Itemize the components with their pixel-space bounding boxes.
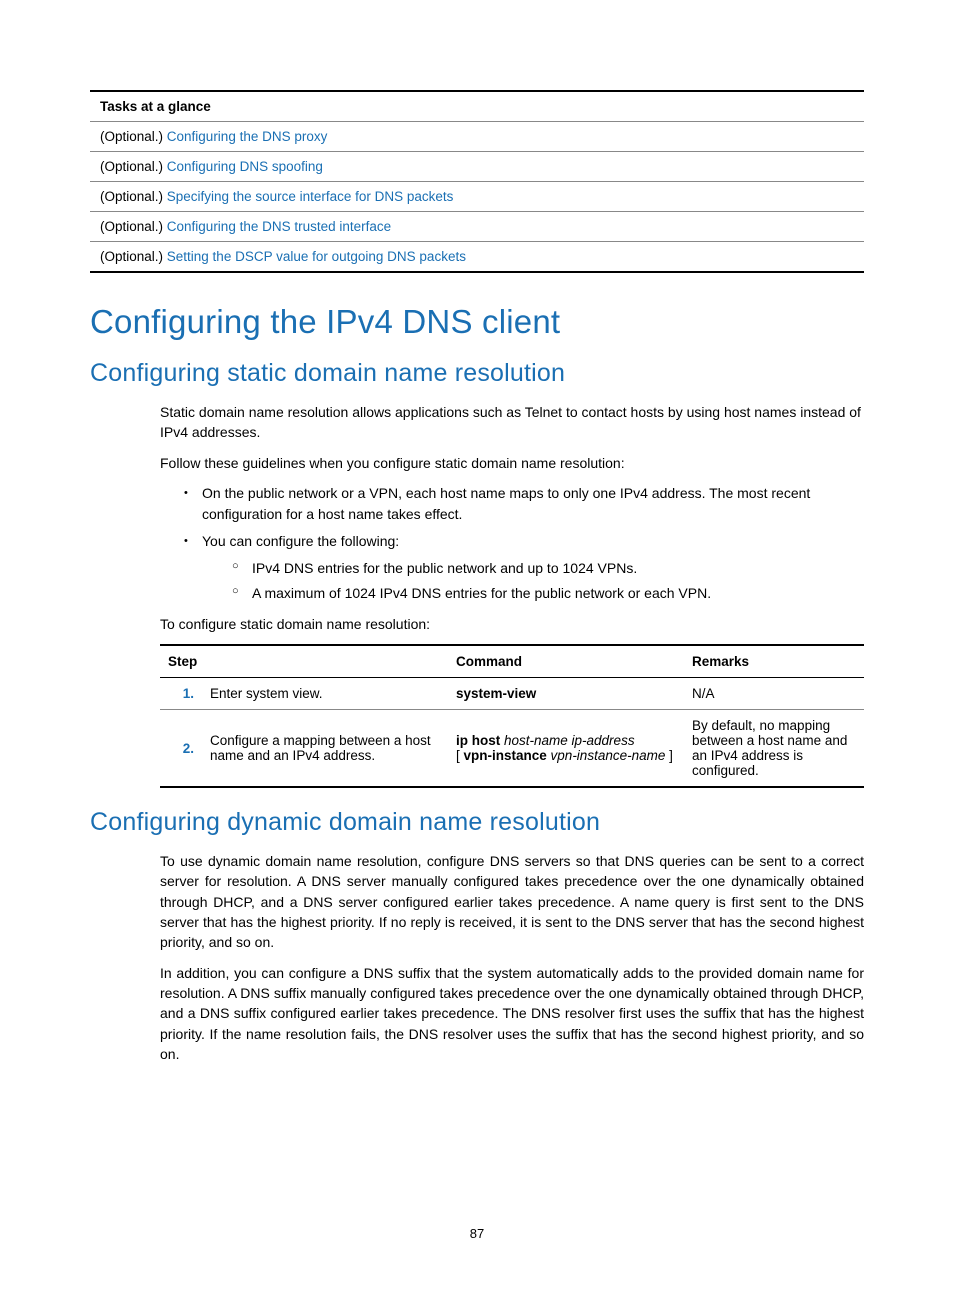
paragraph: To use dynamic domain name resolution, c… bbox=[160, 851, 864, 952]
command-arg: vpn-instance-name bbox=[551, 748, 666, 763]
optional-prefix: (Optional.) bbox=[100, 159, 167, 174]
static-body: Static domain name resolution allows app… bbox=[160, 402, 864, 788]
heading-h2-static: Configuring static domain name resolutio… bbox=[90, 359, 864, 388]
table-row: (Optional.) Setting the DSCP value for o… bbox=[90, 242, 864, 273]
bracket-close: ] bbox=[665, 748, 673, 763]
task-link[interactable]: Configuring the DNS trusted interface bbox=[167, 219, 391, 234]
column-header-step: Step bbox=[160, 645, 448, 678]
step-number: 2. bbox=[160, 710, 202, 788]
list-item: You can configure the following: IPv4 DN… bbox=[184, 531, 864, 604]
paragraph: To configure static domain name resoluti… bbox=[160, 614, 864, 634]
command-keyword: vpn-instance bbox=[464, 748, 551, 763]
paragraph: Static domain name resolution allows app… bbox=[160, 402, 864, 443]
table-row: (Optional.) Configuring the DNS trusted … bbox=[90, 212, 864, 242]
task-link[interactable]: Configuring the DNS proxy bbox=[167, 129, 328, 144]
paragraph: In addition, you can configure a DNS suf… bbox=[160, 963, 864, 1064]
remarks-cell: By default, no mapping between a host na… bbox=[684, 710, 864, 788]
step-text: Enter system view. bbox=[202, 678, 448, 710]
task-link[interactable]: Setting the DSCP value for outgoing DNS … bbox=[167, 249, 466, 264]
remarks-cell: N/A bbox=[684, 678, 864, 710]
bracket-open: [ bbox=[456, 748, 464, 763]
table-row: (Optional.) Configuring the DNS proxy bbox=[90, 122, 864, 152]
step-number: 1. bbox=[160, 678, 202, 710]
tasks-table: Tasks at a glance (Optional.) Configurin… bbox=[90, 90, 864, 273]
list-item: IPv4 DNS entries for the public network … bbox=[232, 558, 864, 579]
list-item-text: You can configure the following: bbox=[202, 533, 399, 549]
paragraph: Follow these guidelines when you configu… bbox=[160, 453, 864, 473]
sub-bullet-list: IPv4 DNS entries for the public network … bbox=[202, 558, 864, 604]
page-number: 87 bbox=[0, 1226, 954, 1241]
task-link[interactable]: Configuring DNS spoofing bbox=[167, 159, 323, 174]
command-keyword: ip host bbox=[456, 733, 504, 748]
bullet-list: On the public network or a VPN, each hos… bbox=[160, 483, 864, 604]
table-row: (Optional.) Configuring DNS spoofing bbox=[90, 152, 864, 182]
steps-table: Step Command Remarks 1. Enter system vie… bbox=[160, 644, 864, 788]
command-keyword: system-view bbox=[456, 686, 536, 701]
dynamic-body: To use dynamic domain name resolution, c… bbox=[160, 851, 864, 1064]
task-link[interactable]: Specifying the source interface for DNS … bbox=[167, 189, 454, 204]
page: Tasks at a glance (Optional.) Configurin… bbox=[0, 0, 954, 1296]
column-header-remarks: Remarks bbox=[684, 645, 864, 678]
heading-h1: Configuring the IPv4 DNS client bbox=[90, 303, 864, 341]
optional-prefix: (Optional.) bbox=[100, 219, 167, 234]
command-cell: system-view bbox=[448, 678, 684, 710]
table-row: 1. Enter system view. system-view N/A bbox=[160, 678, 864, 710]
tasks-header: Tasks at a glance bbox=[90, 91, 864, 122]
list-item: On the public network or a VPN, each hos… bbox=[184, 483, 864, 525]
list-item: A maximum of 1024 IPv4 DNS entries for t… bbox=[232, 583, 864, 604]
command-cell: ip host host-name ip-address [ vpn-insta… bbox=[448, 710, 684, 788]
table-row: (Optional.) Specifying the source interf… bbox=[90, 182, 864, 212]
heading-h2-dynamic: Configuring dynamic domain name resoluti… bbox=[90, 808, 864, 837]
column-header-command: Command bbox=[448, 645, 684, 678]
optional-prefix: (Optional.) bbox=[100, 249, 167, 264]
step-text: Configure a mapping between a host name … bbox=[202, 710, 448, 788]
command-arg: host-name ip-address bbox=[504, 733, 635, 748]
optional-prefix: (Optional.) bbox=[100, 189, 167, 204]
table-row: 2. Configure a mapping between a host na… bbox=[160, 710, 864, 788]
optional-prefix: (Optional.) bbox=[100, 129, 167, 144]
